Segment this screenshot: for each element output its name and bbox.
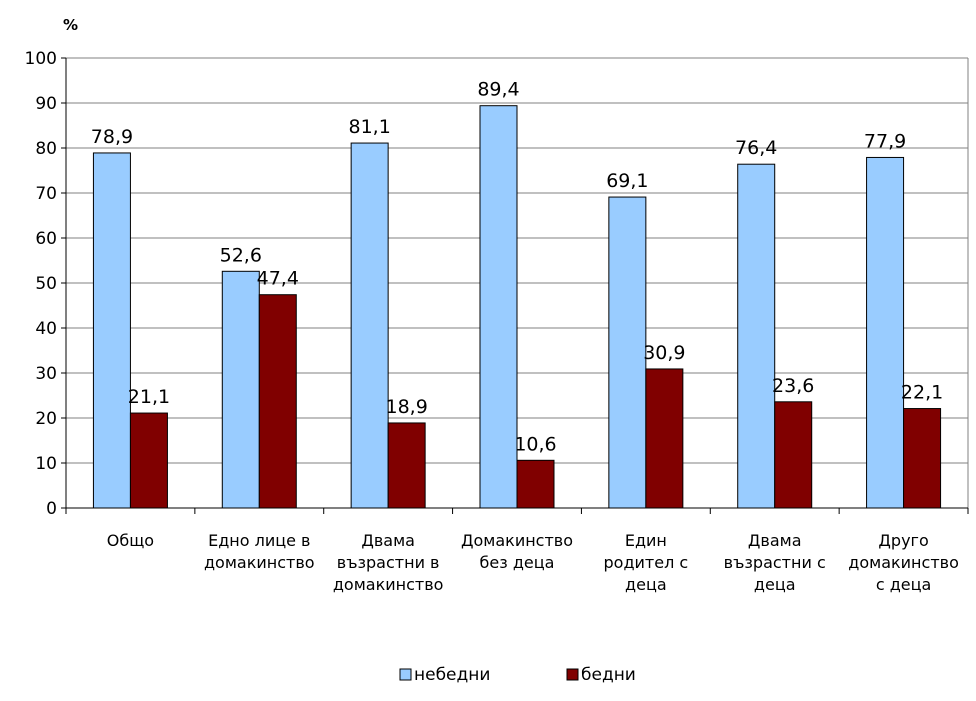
category-label: възрастни в xyxy=(337,553,440,572)
bar-poor xyxy=(387,422,426,509)
category-label: домакинство xyxy=(333,575,444,594)
data-label: 69,1 xyxy=(606,170,648,192)
category-label: Домакинство xyxy=(461,531,573,550)
y-tick-label: 10 xyxy=(35,454,57,474)
data-label: 89,4 xyxy=(477,79,519,101)
bar-non-poor xyxy=(479,105,518,509)
legend: небедни бедни xyxy=(399,665,636,685)
data-label: 21,1 xyxy=(128,386,170,408)
data-label: 76,4 xyxy=(735,137,777,159)
data-label: 52,6 xyxy=(220,244,262,266)
category-label: Друго xyxy=(878,531,928,550)
legend-swatch-non-poor xyxy=(399,668,412,681)
category-label: без деца xyxy=(480,553,555,572)
unit-label: % xyxy=(63,16,78,34)
y-tick-label: 20 xyxy=(35,409,57,429)
bar-non-poor xyxy=(866,156,905,509)
bar-non-poor xyxy=(350,142,389,509)
legend-swatch-poor xyxy=(566,668,579,681)
y-axis: 0 10 20 30 40 50 60 70 80 90 100 xyxy=(25,49,67,519)
bar-poor xyxy=(129,412,168,509)
y-tick-label: 60 xyxy=(35,229,57,249)
y-tick-label: 50 xyxy=(35,274,57,294)
category-label: Общо xyxy=(107,531,154,550)
category-label: Един xyxy=(625,531,667,550)
data-label: 18,9 xyxy=(385,396,427,418)
data-label: 22,1 xyxy=(901,382,943,404)
category-label: Двама xyxy=(748,531,802,550)
bar-poor xyxy=(774,401,813,509)
data-label: 77,9 xyxy=(864,130,906,152)
category-label: Едно лице в xyxy=(208,531,310,550)
bar-non-poor xyxy=(737,163,776,509)
category-label: родител с xyxy=(604,553,689,572)
y-tick-label: 100 xyxy=(25,49,57,69)
data-label: 47,4 xyxy=(257,268,299,290)
category-label: деца xyxy=(754,575,796,594)
y-tick-label: 90 xyxy=(35,94,57,114)
legend-label: бедни xyxy=(581,665,636,685)
y-tick-label: 70 xyxy=(35,184,57,204)
bar-poor xyxy=(516,459,555,509)
bar-non-poor xyxy=(92,152,131,509)
bars xyxy=(92,105,942,509)
bar-non-poor xyxy=(221,270,260,509)
data-label: 10,6 xyxy=(514,433,556,455)
data-label: 81,1 xyxy=(348,116,390,138)
category-label: възрастни с xyxy=(724,553,826,572)
bar-poor xyxy=(258,294,297,509)
bar-poor xyxy=(645,368,684,509)
y-tick-label: 0 xyxy=(46,499,57,519)
bar-poor xyxy=(903,408,942,509)
bar-non-poor xyxy=(608,196,647,509)
category-label: домакинство xyxy=(204,553,315,572)
data-labels: 78,9 21,1 52,647,4 81,1 18,9 89,4 10,6 69,1 30,9… xyxy=(91,79,943,456)
y-tick-label: 30 xyxy=(35,364,57,384)
category-label: домакинство xyxy=(848,553,959,572)
data-label: 78,9 xyxy=(91,126,133,148)
category-label: деца xyxy=(625,575,667,594)
x-axis: Общо Едно лице в домакинство Двама възрастни… xyxy=(65,507,969,594)
category-label: Двама xyxy=(361,531,415,550)
data-label: 23,6 xyxy=(772,375,814,397)
legend-label: небедни xyxy=(414,665,490,685)
category-label: с деца xyxy=(876,575,931,594)
y-tick-label: 40 xyxy=(35,319,57,339)
y-tick-label: 80 xyxy=(35,139,57,159)
data-label: 30,9 xyxy=(643,342,685,364)
